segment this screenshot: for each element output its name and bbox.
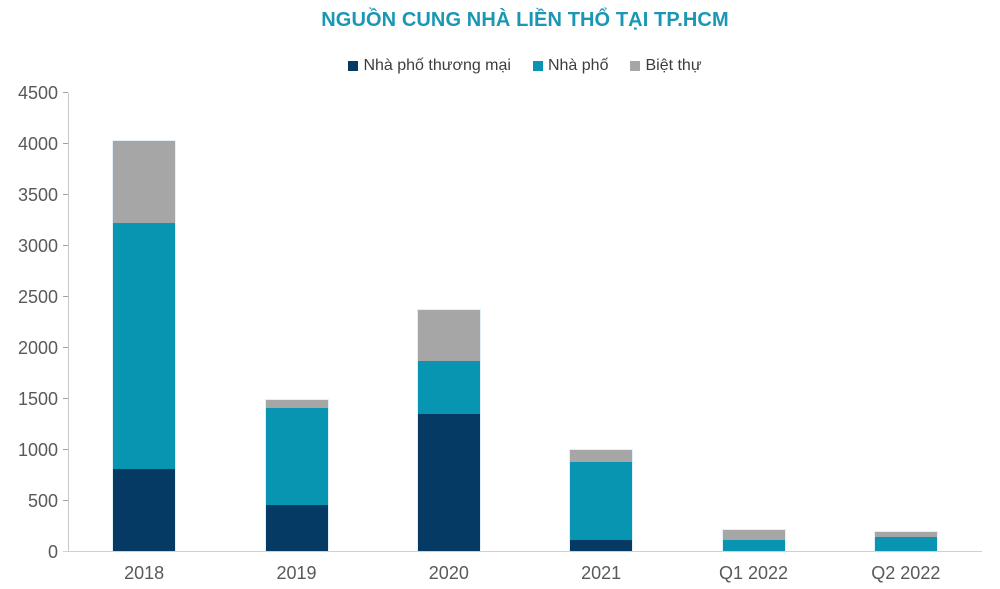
y-axis-tick [63,449,68,450]
bar-segment [874,536,937,551]
y-axis-tick [63,245,68,246]
y-axis-tick-label: 2500 [17,287,58,307]
bar-segment [570,539,633,551]
y-axis-tick [63,143,68,144]
bar-segment [265,399,328,409]
bar-segment [113,469,176,551]
y-axis-tick [63,398,68,399]
bar-segment [570,462,633,540]
y-axis-tick-label: 2000 [17,338,58,358]
y-axis-tick [63,347,68,348]
y-axis-tick-label: 3500 [17,185,58,205]
legend-item: Nhà phố [532,57,609,75]
legend: Nhà phố thương mại Nhà phố Biệt thự [68,57,982,75]
x-axis-line [63,551,982,552]
bar-segment [570,450,633,463]
y-axis-tick-label: 1000 [17,440,58,460]
legend-item: Nhà phố thương mại [348,57,511,75]
y-axis-line [68,93,69,552]
plot-area: 0 500 1000 1500 2000 2500 3000 3500 4000 4500 201… [18,84,982,583]
bar-segment [265,505,328,551]
y-axis-tick [63,92,68,93]
legend-label: Nhà phố [547,57,609,74]
y-axis-tick-label: 3000 [17,236,58,256]
y-axis-tick [63,194,68,195]
bar-segment [417,414,480,551]
bar-segment [417,310,480,362]
bar-segment [722,530,785,540]
bar-segment [722,539,785,551]
legend-item: Biệt thự [630,57,702,75]
legend-label: Nhà phố thương mại [363,57,511,74]
legend-swatch-icon [630,61,641,71]
x-axis-label: 2021 [581,563,622,583]
x-axis-label: 2018 [124,563,165,583]
legend-swatch-icon [348,61,359,71]
y-axis-tick-label: 500 [27,491,58,511]
bar-segment [113,222,176,470]
y-axis-tick-label: 1500 [17,389,58,409]
bar-2020 [417,310,480,551]
bar-2018 [113,140,176,551]
legend-swatch-icon [532,61,543,71]
bar-2019 [265,399,328,551]
y-axis-tick-label: 4000 [17,134,58,154]
y-axis-tick-label: 0 [47,542,58,562]
x-axis-label: 2019 [276,563,317,583]
bar-segment [113,140,176,223]
bar-segment [265,408,328,506]
y-axis-tick [63,296,68,297]
x-axis-label: Q1 2022 [718,563,789,583]
x-axis-label: 2020 [428,563,469,583]
bar-Q2 2022 [874,531,937,551]
y-axis-tick-label: 4500 [17,83,58,103]
bar-Q1 2022 [722,530,785,551]
bar-segment [874,531,937,537]
bar-2021 [570,450,633,551]
x-axis-label: Q2 2022 [871,563,941,583]
legend-label: Biệt thự [645,57,702,74]
chart-title: NGUỒN CUNG NHÀ LIỀN THỔ TẠI TP.HCM [321,9,729,31]
y-axis-tick [63,500,68,501]
bar-segment [417,361,480,415]
